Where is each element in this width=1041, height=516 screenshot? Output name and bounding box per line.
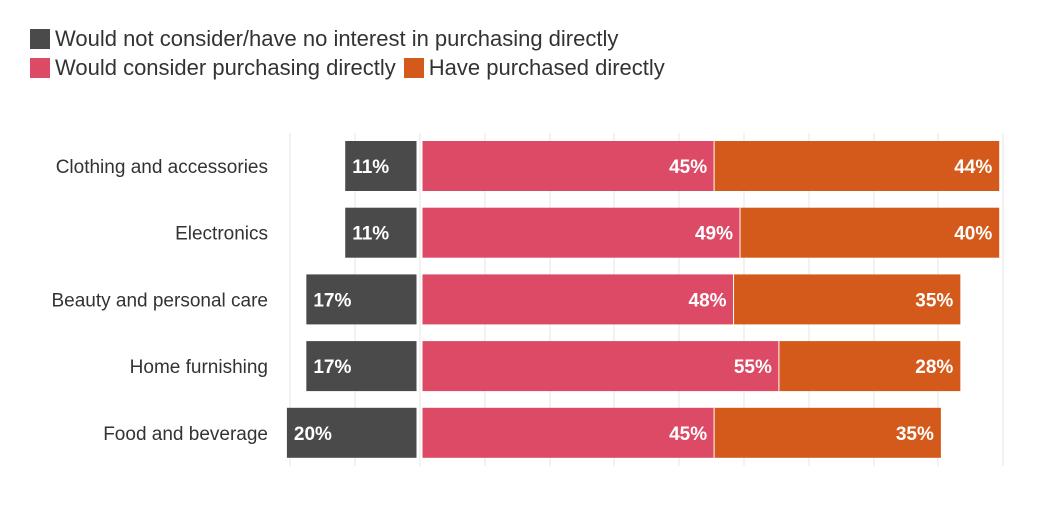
bar-label-have-purchased-3: 28% (915, 357, 953, 378)
bar-label-not-consider-1: 11% (352, 224, 389, 245)
bar-not-consider-1 (345, 207, 417, 258)
bar-label-would-consider-3: 55% (734, 357, 772, 378)
category-label-1: Electronics (175, 224, 268, 245)
bar-not-consider-2 (306, 274, 417, 325)
legend-row-1: Would not consider/have no interest in p… (30, 24, 1030, 53)
bar-have-purchased-4 (714, 407, 941, 458)
bar-would-consider-2 (422, 274, 734, 325)
legend-label-have-purchased: Have purchased directly (428, 54, 665, 80)
bar-label-not-consider-4: 20% (294, 424, 332, 445)
bar-label-have-purchased-4: 35% (896, 424, 934, 445)
bar-label-would-consider-1: 49% (695, 224, 733, 245)
legend-item-would-consider: Would consider purchasing directly (30, 55, 396, 81)
bar-label-have-purchased-2: 35% (915, 290, 953, 311)
bar-not-consider-0 (345, 141, 417, 191)
bar-label-not-consider-3: 17% (313, 357, 351, 378)
legend-item-not-consider: Would not consider/have no interest in p… (30, 26, 618, 52)
legend-swatch-would-consider (30, 57, 50, 78)
bar-label-would-consider-4: 45% (669, 424, 707, 445)
bar-have-purchased-3 (778, 341, 961, 392)
bar-would-consider-4 (422, 407, 715, 458)
bar-have-purchased-1 (740, 207, 1000, 258)
legend-swatch-not-consider (30, 28, 50, 49)
category-label-3: Home furnishing (130, 357, 268, 378)
bar-label-have-purchased-1: 40% (954, 224, 992, 245)
legend-item-have-purchased: Have purchased directly (403, 54, 665, 81)
bar-would-consider-0 (422, 141, 715, 191)
category-label-0: Clothing and accessories (56, 157, 268, 178)
legend-label-not-consider: Would not consider/have no interest in p… (55, 25, 619, 51)
bar-label-not-consider-0: 11% (352, 157, 389, 178)
bar-have-purchased-0 (714, 141, 1000, 191)
bar-have-purchased-2 (733, 274, 961, 325)
legend-row-2: Would consider purchasing directly Have … (30, 53, 1030, 82)
legend-swatch-have-purchased (403, 57, 424, 78)
category-label-2: Beauty and personal care (51, 290, 268, 311)
bar-would-consider-3 (422, 341, 779, 392)
category-label-4: Food and beverage (103, 424, 268, 445)
legend-label-would-consider: Would consider purchasing directly (55, 54, 396, 80)
bar-not-consider-3 (306, 341, 417, 392)
bar-would-consider-1 (422, 207, 741, 258)
bar-label-have-purchased-0: 44% (954, 157, 992, 178)
legend: Would not consider/have no interest in p… (30, 24, 1030, 82)
bar-not-consider-4 (286, 407, 417, 458)
bar-label-would-consider-2: 48% (689, 290, 727, 311)
bar-label-not-consider-2: 17% (313, 290, 351, 311)
bar-label-would-consider-0: 45% (669, 157, 707, 178)
